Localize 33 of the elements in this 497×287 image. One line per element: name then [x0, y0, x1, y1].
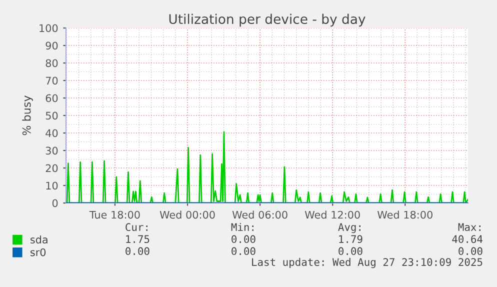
- x-tick-label: Wed 00:00: [160, 210, 215, 219]
- x-tick-label: Wed 18:00: [377, 210, 432, 219]
- text: 40.64: [452, 235, 483, 244]
- text: 0.00: [338, 247, 362, 256]
- y-tick-label: 80: [46, 59, 58, 68]
- y-tick-label: 20: [46, 164, 58, 172]
- y-tick-label: 30: [46, 146, 58, 155]
- text: 0.00: [232, 247, 256, 256]
- legend-label: sda: [30, 235, 48, 244]
- x-tick-label: Wed 06:00: [232, 210, 288, 219]
- y-tick-label: 90: [46, 42, 58, 50]
- y-tick-label: 10: [46, 182, 58, 190]
- y-tick-label: 0: [52, 199, 58, 208]
- legend-label: sr0: [30, 248, 46, 256]
- y-tick-label: 60: [46, 94, 58, 102]
- y-tick-label: 50: [46, 112, 58, 120]
- text: 1.75: [126, 235, 150, 244]
- y-tick-label: 70: [46, 76, 58, 85]
- text: Last update: Wed Aug 27 23:10:09 2025: [252, 258, 482, 268]
- text: Cur:: [126, 223, 148, 232]
- text: Max:: [458, 223, 480, 232]
- x-tick-label: Tue 18:00: [89, 210, 140, 219]
- x-tick-label: Wed 12:00: [304, 210, 360, 219]
- y-tick-label: 40: [46, 129, 58, 138]
- text: 1.79: [339, 235, 362, 244]
- chart-title: Utilization per device - by day: [169, 14, 366, 27]
- text: Avg:: [338, 223, 360, 234]
- y-tick-label: 100: [40, 24, 58, 32]
- text: Min:: [231, 222, 254, 231]
- text: 0.00: [458, 247, 482, 256]
- text: 0.00: [126, 247, 150, 256]
- y-axis-title: % busy: [22, 96, 33, 136]
- text: 0.00: [232, 235, 256, 244]
